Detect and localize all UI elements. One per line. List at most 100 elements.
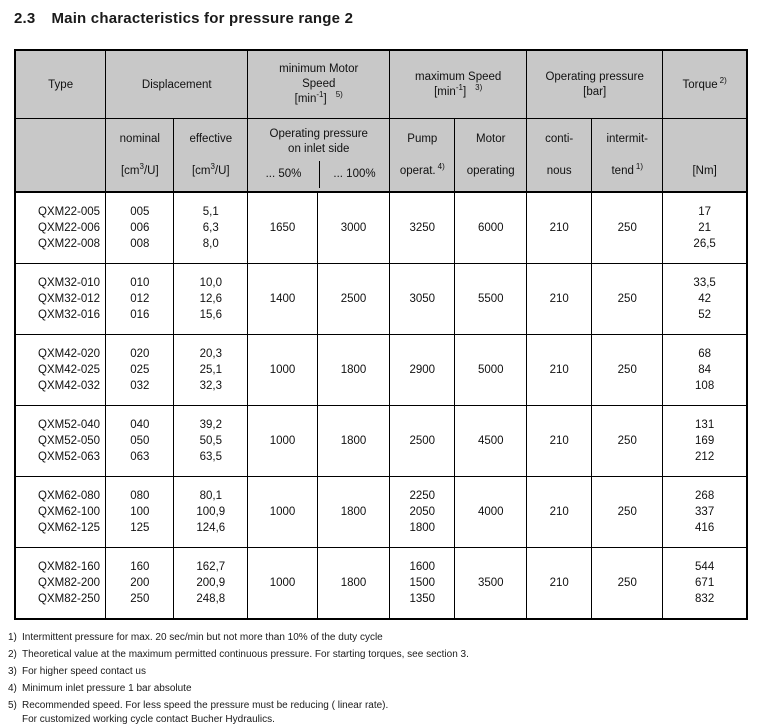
cell-intermittent-pressure: 250 bbox=[591, 476, 664, 548]
cell-nominal: 005 006 008 bbox=[105, 191, 175, 264]
footnote-line: 1) Intermittent pressure for max. 20 sec/… bbox=[8, 632, 761, 645]
cell-min-speed-100: 3000 bbox=[316, 191, 391, 264]
cell-effective: 39,2 50,5 63,5 bbox=[173, 405, 249, 477]
footnote-ref-5: 5) bbox=[335, 90, 343, 100]
continuous-line1: conti- bbox=[545, 133, 574, 145]
cell-pump-speed: 2250 2050 1800 bbox=[389, 476, 456, 548]
cell-pump-speed: 2900 bbox=[389, 334, 456, 406]
cell-min-speed-100: 1800 bbox=[316, 547, 391, 620]
cell-pump-speed: 1600 1500 1350 bbox=[389, 547, 456, 620]
min-motor-speed-unit: [min-1] 5) bbox=[294, 90, 343, 105]
inlet-line1: Operating pressure bbox=[269, 128, 368, 140]
cell-motor-speed: 3500 bbox=[454, 547, 528, 620]
footnote-ref bbox=[8, 714, 22, 727]
col-header-max-speed: maximum Speed [min-1] 3) bbox=[389, 49, 528, 119]
cell-motor-speed: 5500 bbox=[454, 263, 528, 335]
cell-intermittent-pressure: 250 bbox=[591, 547, 664, 620]
cell-effective: 20,3 25,1 32,3 bbox=[173, 334, 249, 406]
cell-min-speed-50: 1000 bbox=[247, 334, 318, 406]
motor-line2: operating bbox=[466, 165, 515, 177]
col-header-pump: Pump operat. 4) bbox=[389, 118, 456, 193]
cell-min-speed-50: 1000 bbox=[247, 405, 318, 477]
table-row-group: QXM42-020 QXM42-025 QXM42-032 020 025 032… bbox=[14, 334, 748, 406]
footnote-ref-1: 1) bbox=[635, 162, 643, 172]
cell-effective: 162,7 200,9 248,8 bbox=[173, 547, 249, 620]
footnote-text: Theoretical value at the maximum permitt… bbox=[22, 649, 469, 660]
operating-pressure-line1: Operating pressure bbox=[545, 70, 644, 83]
cell-continuous-pressure: 210 bbox=[526, 405, 593, 477]
characteristics-table: Type Displacement minimum Motor Speed [m… bbox=[14, 49, 748, 620]
table-row-group: QXM82-160 QXM82-200 QXM82-250 160 200 250… bbox=[14, 547, 748, 620]
col-header-continuous: conti- nous bbox=[526, 118, 593, 193]
table-row-group: QXM22-005 QXM22-006 QXM22-008 005 006 008… bbox=[14, 191, 748, 264]
cell-nominal: 040 050 063 bbox=[105, 405, 175, 477]
table-header-row-1: Type Displacement minimum Motor Speed [m… bbox=[14, 49, 748, 119]
footnote-ref-4: 4) bbox=[437, 162, 445, 172]
cell-type: QXM82-160 QXM82-200 QXM82-250 bbox=[14, 547, 107, 620]
footnote-text: Intermittent pressure for max. 20 sec/mi… bbox=[22, 632, 383, 643]
col-header-nominal: nominal [cm3/U] bbox=[105, 118, 175, 193]
footnote-ref: 4) bbox=[8, 683, 17, 694]
table-header-row-2: nominal [cm3/U] effective [cm3/U] Operat… bbox=[14, 118, 748, 193]
cell-torque: 131 169 212 bbox=[662, 405, 748, 477]
max-speed-line1: maximum Speed bbox=[415, 70, 502, 83]
footnote-line: 5) Recommended speed. For less speed the … bbox=[8, 700, 761, 713]
footnote-text: Minimum inlet pressure 1 bar absolute bbox=[22, 683, 192, 694]
cell-continuous-pressure: 210 bbox=[526, 334, 593, 406]
motor-line1: Motor bbox=[476, 133, 506, 145]
section-title: 2.3 Main characteristics for pressure ran… bbox=[14, 10, 761, 27]
cell-effective: 80,1 100,9 124,6 bbox=[173, 476, 249, 548]
footnote-line: For customized working cycle contact Buc… bbox=[8, 714, 761, 727]
cell-nominal: 080 100 125 bbox=[105, 476, 175, 548]
cell-motor-speed: 5000 bbox=[454, 334, 528, 406]
cell-continuous-pressure: 210 bbox=[526, 263, 593, 335]
cell-intermittent-pressure: 250 bbox=[591, 263, 664, 335]
cell-min-speed-50: 1000 bbox=[247, 476, 318, 548]
cell-min-speed-100: 1800 bbox=[316, 334, 391, 406]
cell-type: QXM52-040 QXM52-050 QXM52-063 bbox=[14, 405, 107, 477]
cell-type: QXM62-080 QXM62-100 QXM62-125 bbox=[14, 476, 107, 548]
footnote-ref-3: 3) bbox=[475, 82, 483, 92]
cell-pump-speed: 3250 bbox=[389, 191, 456, 264]
cell-min-speed-50: 1400 bbox=[247, 263, 318, 335]
col-header-inlet-50: ... 50% bbox=[265, 168, 302, 180]
cell-intermittent-pressure: 250 bbox=[591, 191, 664, 264]
cell-continuous-pressure: 210 bbox=[526, 547, 593, 620]
cell-type: QXM32-010 QXM32-012 QXM32-016 bbox=[14, 263, 107, 335]
cell-intermittent-pressure: 250 bbox=[591, 405, 664, 477]
min-motor-speed-line1: minimum Motor bbox=[279, 63, 359, 75]
col-header-nm: [Nm] bbox=[662, 118, 748, 193]
col-header-torque: Torque 2) bbox=[662, 49, 748, 119]
cell-min-speed-50: 1000 bbox=[247, 547, 318, 620]
cell-min-speed-50: 1650 bbox=[247, 191, 318, 264]
cell-motor-speed: 4500 bbox=[454, 405, 528, 477]
max-speed-unit: [min-1] 3) bbox=[434, 82, 483, 98]
cell-type: QXM42-020 QXM42-025 QXM42-032 bbox=[14, 334, 107, 406]
col-header-effective: effective [cm3/U] bbox=[173, 118, 249, 193]
col-header-min-motor-speed: minimum Motor Speed [min-1] 5) bbox=[247, 49, 391, 119]
footnotes: 1) Intermittent pressure for max. 20 sec/… bbox=[8, 632, 761, 727]
nominal-label: nominal bbox=[119, 133, 160, 145]
table-row-group: QXM32-010 QXM32-012 QXM32-016 010 012 016… bbox=[14, 263, 748, 335]
footnote-ref: 5) bbox=[8, 700, 17, 711]
pump-line1: Pump bbox=[407, 133, 438, 145]
cell-torque: 544 671 832 bbox=[662, 547, 748, 620]
col-header-motor: Motor operating bbox=[454, 118, 528, 193]
pump-line2: operat. 4) bbox=[399, 162, 445, 177]
continuous-line2: nous bbox=[546, 165, 572, 177]
col-header-intermittent: intermit- tend 1) bbox=[591, 118, 664, 193]
footnote-ref-2: 2) bbox=[719, 75, 727, 85]
cell-pump-speed: 2500 bbox=[389, 405, 456, 477]
footnote-ref: 3) bbox=[8, 666, 17, 677]
cell-intermittent-pressure: 250 bbox=[591, 334, 664, 406]
footnote-line: 2) Theoretical value at the maximum permi… bbox=[8, 649, 761, 662]
col-header-inlet-100: ... 100% bbox=[318, 161, 390, 188]
cell-torque: 268 337 416 bbox=[662, 476, 748, 548]
section-number: 2.3 bbox=[14, 10, 36, 27]
intermittent-line2: tend 1) bbox=[611, 162, 643, 177]
footnote-line: 3) For higher speed contact us bbox=[8, 666, 761, 679]
operating-pressure-unit: [bar] bbox=[583, 85, 607, 98]
footnote-line: 4) Minimum inlet pressure 1 bar absolute bbox=[8, 683, 761, 696]
cell-min-speed-100: 2500 bbox=[316, 263, 391, 335]
effective-label: effective bbox=[189, 133, 233, 145]
